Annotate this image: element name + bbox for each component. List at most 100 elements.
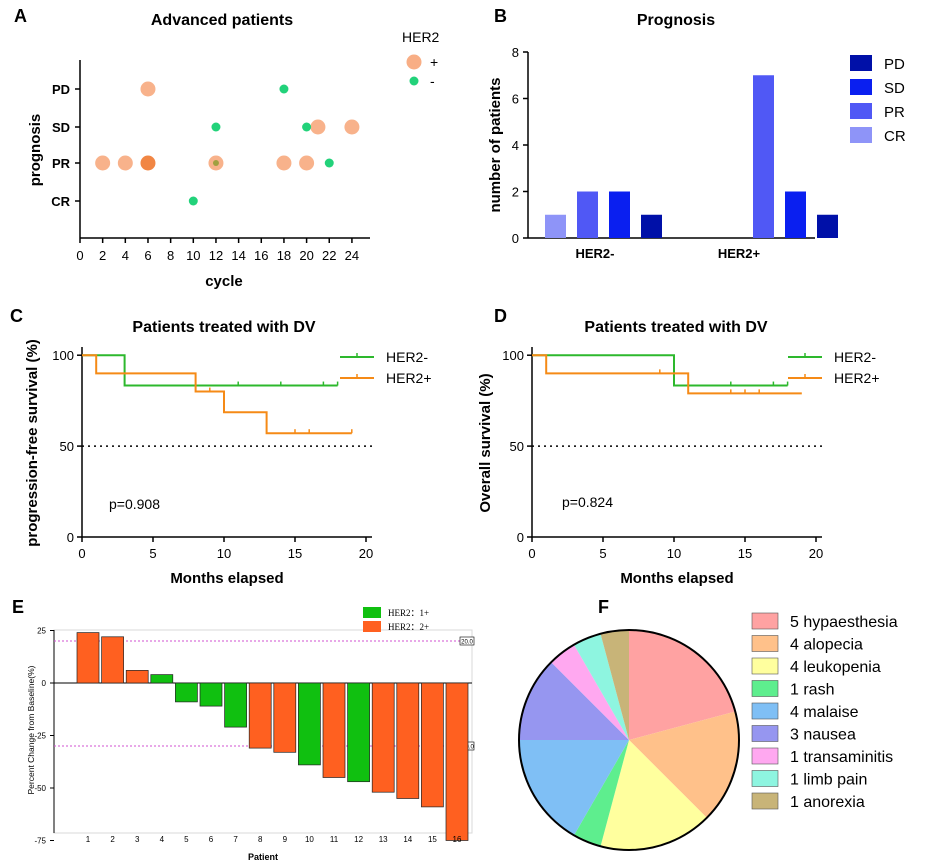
panel-e-legend-label-2: HER2：2+	[388, 622, 429, 632]
panel-e-x-tick-label: 8	[258, 835, 263, 844]
panel-a-point-her2-pos	[117, 155, 133, 171]
panel-a-point-her2-neg	[324, 158, 334, 168]
panel-b-x-tick-label: HER2-	[575, 246, 614, 261]
panel-a-x-tick-label: 20	[299, 248, 313, 263]
panel-e-x-tick-label: 10	[305, 835, 314, 844]
panel-b-bar-pr	[753, 75, 774, 238]
panel-e-bar	[101, 636, 124, 684]
panel-label-D: D	[494, 306, 507, 326]
panel-a-x-tick-label: 10	[186, 248, 200, 263]
panel-c-x-tick-label: 10	[217, 546, 231, 561]
panel-a-title: Advanced patients	[151, 12, 293, 29]
panel-a-point-her2-neg	[279, 84, 289, 94]
panel-a-point-her2-pos	[344, 119, 360, 135]
panel-a-point-her2-pos	[140, 81, 156, 97]
panel-d-y-label: Overall survival (%)	[477, 373, 494, 512]
panel-d-y-tick-label: 0	[517, 530, 524, 545]
panel-b-x-tick-label: HER2+	[718, 246, 761, 261]
panel-e-x-tick-label: 7	[233, 835, 238, 844]
panel-c-legend-label: HER2-	[386, 349, 428, 365]
panel-b-y-tick-label: 2	[512, 185, 519, 200]
panel-f-slice	[519, 662, 629, 740]
panel-a-x-tick-label: 14	[231, 248, 245, 263]
panel-b-legend-label: SD	[884, 80, 905, 97]
panel-e-x-tick-label: 3	[135, 835, 140, 844]
panel-b-bar-sd	[785, 191, 806, 238]
panel-b-y-tick-label: 6	[512, 92, 519, 107]
panel-a-point-her2-pos	[299, 155, 315, 171]
panel-a-point-her2-pos	[95, 155, 111, 171]
panel-e-y-tick-label: -25	[34, 732, 46, 741]
panel-f-legend-swatch	[751, 680, 779, 697]
panel-b-y-label: number of patients	[487, 77, 504, 212]
panel-e-reference-box	[459, 636, 475, 646]
panel-e-bar	[421, 682, 444, 808]
panel-b-bar-pd	[641, 214, 662, 238]
panel-a-x-label: cycle	[205, 273, 243, 290]
panel-b-bar-sd	[609, 191, 630, 238]
panel-d-y-tick-label: 50	[510, 439, 524, 454]
panel-e-legend-swatch-1	[363, 607, 381, 618]
panel-a-y-tick-label: PD	[52, 82, 70, 97]
panel-e-y-tick-label: 25	[37, 627, 46, 636]
panel-d-title: Patients treated with DV	[584, 319, 767, 336]
panel-b-legend-label: PR	[884, 104, 905, 121]
panel-label-E: E	[12, 597, 24, 617]
panel-d-x-tick-label: 15	[738, 546, 752, 561]
panel-b-legend-label: PD	[884, 56, 905, 73]
panel-d-curve-her2pos	[532, 354, 802, 395]
panel-e-legend-label-1: HER2：1+	[388, 608, 429, 618]
panel-d-p-value: p=0.824	[562, 494, 613, 510]
panel-c-x-tick-label: 0	[78, 546, 85, 561]
panel-c-x-tick-label: 20	[359, 546, 373, 561]
panel-a-x-tick-label: 2	[99, 248, 106, 263]
panel-f-legend-label: 4 malaise	[790, 704, 859, 721]
panel-f-pie-outline	[518, 629, 740, 851]
panel-f-legend-label: 4 leukopenia	[790, 659, 881, 676]
panel-b-legend-swatch-pd	[850, 55, 872, 71]
panel-c-curve-her2neg	[82, 354, 338, 387]
panel-e-x-tick-label: 1	[86, 835, 91, 844]
panel-f-legend-label: 1 transaminitis	[790, 749, 893, 766]
panel-a-y-tick-label: CR	[51, 194, 70, 209]
panel-a-x-tick-label: 6	[144, 248, 151, 263]
panel-c-y-tick-label: 0	[67, 530, 74, 545]
panel-b-legend-swatch-cr	[850, 127, 872, 143]
panel-f-legend-swatch	[751, 725, 779, 742]
panel-e-legend-swatch-2	[363, 621, 381, 632]
panel-e-x-tick-label: 5	[184, 835, 189, 844]
panel-e-bar	[150, 674, 174, 684]
panel-f-slice	[629, 711, 739, 818]
panel-f-legend-label: 1 rash	[790, 682, 834, 699]
panel-a-y-tick-label: PR	[52, 156, 71, 171]
panel-a-legend-title: HER2	[402, 29, 440, 45]
panel-e-x-tick-label: 15	[428, 835, 437, 844]
panel-a-x-tick-label: 24	[345, 248, 359, 263]
panel-a-x-tick-label: 12	[209, 248, 223, 263]
panel-a-point-her2-neg	[212, 160, 219, 166]
panel-b-bar-pr	[577, 191, 598, 238]
panel-e-bar	[125, 670, 149, 684]
panel-e-x-tick-label: 2	[110, 835, 115, 844]
panel-a-point-her2-neg	[302, 122, 312, 132]
panel-c-x-tick-label: 15	[288, 546, 302, 561]
panel-a-x-tick-label: 0	[76, 248, 83, 263]
panel-c-curve-her2pos	[82, 354, 352, 435]
panel-f-legend-swatch	[751, 747, 779, 765]
panel-e-bar	[445, 682, 469, 841]
panel-d-x-label: Months elapsed	[620, 570, 733, 587]
panel-b-y-tick-label: 4	[512, 138, 519, 153]
panel-f-legend-label: 4 alopecia	[790, 637, 863, 654]
panel-c-title: Patients treated with DV	[132, 319, 315, 336]
panel-d-x-tick-label: 0	[528, 546, 535, 561]
panel-e-x-tick-label: 16	[453, 835, 462, 844]
panel-e-y-tick-label: 0	[42, 679, 47, 688]
panel-e-x-tick-label: 14	[403, 835, 412, 844]
panel-e-x-tick-label: 6	[209, 835, 214, 844]
panel-e-y-tick-label: -75	[34, 837, 46, 846]
panel-e-y-label: Percent Change from Baseline(%)	[26, 665, 36, 794]
panel-a-legend-marker-pos	[406, 54, 422, 70]
panel-d-legend-label: HER2+	[834, 370, 880, 386]
panel-a-point-her2-neg	[211, 122, 221, 132]
